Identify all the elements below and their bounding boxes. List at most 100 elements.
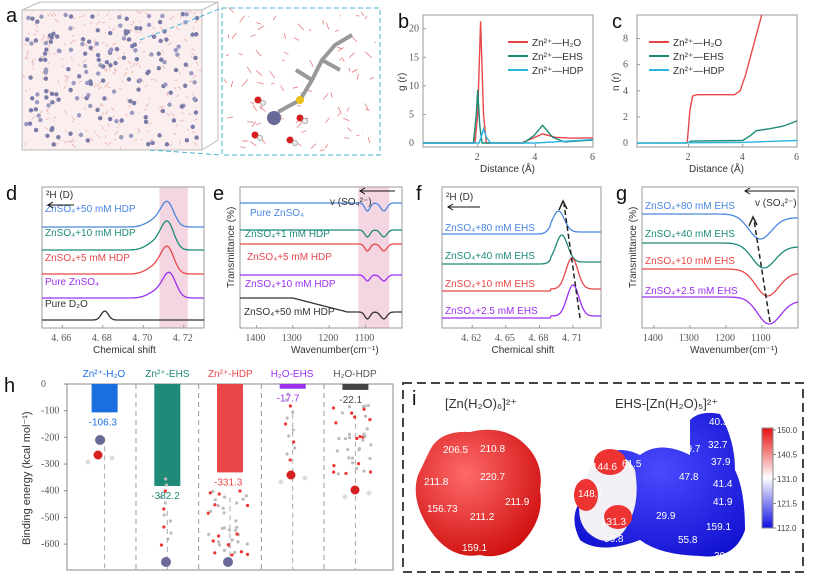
legend-entry: Zn²⁺—HDP: [532, 66, 584, 77]
molecule-atom: [363, 434, 367, 438]
category-label: Zn²⁺-H₂O: [83, 369, 126, 380]
molecule-atom: [368, 470, 373, 474]
molecule-atom: [291, 428, 295, 432]
molecule-atom: [236, 540, 240, 544]
molecule-atom: [288, 458, 292, 462]
y-tick-label: -300: [41, 459, 59, 470]
molecule-atom: [245, 552, 250, 556]
molecule-atom: [162, 507, 166, 511]
series-label: ZnSO₄+1 mM HDP: [245, 229, 330, 240]
molecule-atom: [233, 528, 238, 532]
molecule-atom: [288, 404, 292, 408]
esp-value: 40.5: [709, 417, 729, 428]
molecule-atom: [163, 489, 167, 493]
spectrum-line: [42, 271, 204, 299]
molecule-atom: [331, 406, 336, 410]
esp-value: 47.8: [679, 472, 699, 483]
complex-title: [Zn(H₂O)₆]²⁺: [445, 396, 517, 411]
spectrum-line: [240, 202, 402, 212]
molecule-atom: [209, 509, 213, 514]
y-axis-label: n (r): [611, 73, 622, 91]
series-label: ZnSO₄+50 mM HDP: [244, 307, 335, 318]
molecule-atom: [217, 543, 222, 547]
arrow-left-icon: [744, 187, 795, 195]
y-tick-label: -400: [41, 486, 59, 497]
esp-value: 49.7: [681, 444, 701, 455]
molecule-atom: [226, 543, 230, 547]
water-molecule-icon: [286, 470, 296, 480]
molecule-atom: [357, 446, 361, 451]
molecule-atom: [368, 418, 372, 422]
series-line: [637, 120, 798, 144]
x-tick-label: 4. 68: [528, 333, 548, 344]
molecule-atom: [283, 422, 288, 426]
esp-value: 37.9: [711, 457, 731, 468]
molecule-atom: [286, 392, 290, 396]
trend-arrow: [563, 203, 581, 319]
legend-entry: Zn²⁺—H₂O: [532, 38, 581, 49]
series-line: [686, 14, 763, 144]
x-tick-label: 4. 72: [173, 333, 193, 344]
series-label: ZnSO₄+10 mM HDP: [245, 279, 336, 290]
x-tick-label: 4. 71: [562, 333, 582, 344]
legend-entry: Zn²⁺—EHS: [532, 52, 583, 63]
series-label: ZnSO₄+10 mM HDP: [45, 228, 136, 239]
category-label: H₂O-HDP: [333, 369, 377, 380]
spectrum-line: [642, 213, 799, 240]
molecule-atom: [343, 437, 348, 441]
arrowhead-icon: [748, 215, 758, 227]
molecule-atom: [208, 491, 212, 495]
esp-surface-zn-h2o6: [415, 429, 541, 557]
y-tick-label: 15: [409, 52, 419, 63]
esp-value: 29.9: [656, 511, 676, 522]
molecule-atom: [340, 411, 344, 415]
molecule-atom: [347, 436, 352, 440]
molecule-atom: [244, 494, 248, 498]
zinc-ion-icon: [223, 557, 233, 567]
molecule-atom: [245, 542, 249, 546]
panel-letter-g: g: [616, 183, 627, 205]
molecule-atom: [234, 519, 238, 523]
x-tick-label: 6: [794, 152, 799, 163]
spectrum-line: [442, 284, 601, 319]
molecule-atom: [292, 440, 296, 444]
x-axis-label: Distance (Å): [480, 162, 535, 175]
molecule-atom: [216, 504, 220, 508]
spectrum-line: [42, 245, 204, 275]
x-tick-label: 1300: [282, 333, 302, 344]
y-tick-label: -500: [41, 512, 59, 523]
chart-e: [239, 186, 403, 329]
y-tick-label: 0: [41, 379, 46, 390]
ehs-molecule: [277, 33, 354, 114]
molecule-atom: [332, 470, 336, 474]
zinc-ion-icon: [95, 435, 105, 445]
water-molecule-icon: [93, 450, 103, 460]
molecule-atom: [362, 407, 366, 411]
series-label: ZnSO₄+2.5 mM EHS: [645, 286, 738, 297]
spectrum-line: [642, 242, 799, 269]
plot-frame: [422, 14, 594, 148]
series-label: Pure ZnSO₄: [45, 277, 99, 288]
panel-letter-d: d: [6, 183, 17, 205]
chart-h: [64, 383, 394, 571]
value-label: -382.2: [151, 491, 180, 502]
spectrum-line: [642, 268, 799, 297]
panel-letter-a: a: [6, 5, 18, 27]
molecule-atom: [337, 436, 341, 441]
molecule-atom: [207, 532, 211, 536]
spectrum-line: [442, 210, 601, 235]
chart-f: [441, 186, 602, 329]
x-tick-label: 4: [532, 152, 537, 163]
bar: [279, 384, 306, 389]
y-tick-label: 4: [623, 86, 628, 97]
legend-entry: Zn²⁺—HDP: [673, 66, 725, 77]
esp-value: 30.3: [714, 551, 734, 562]
series-label: ZnSO₄+2.5 mM EHS: [445, 306, 538, 317]
complex-title: EHS-[Zn(H₂O)₅]²⁺: [615, 396, 718, 411]
molecule-atom: [354, 466, 359, 471]
spectrum-line: [442, 234, 601, 265]
spectrum-line: [442, 257, 601, 292]
x-axis-label: Distance (Å): [689, 162, 744, 175]
bar: [154, 384, 181, 486]
category-label: Zn²⁺-EHS: [145, 369, 190, 380]
